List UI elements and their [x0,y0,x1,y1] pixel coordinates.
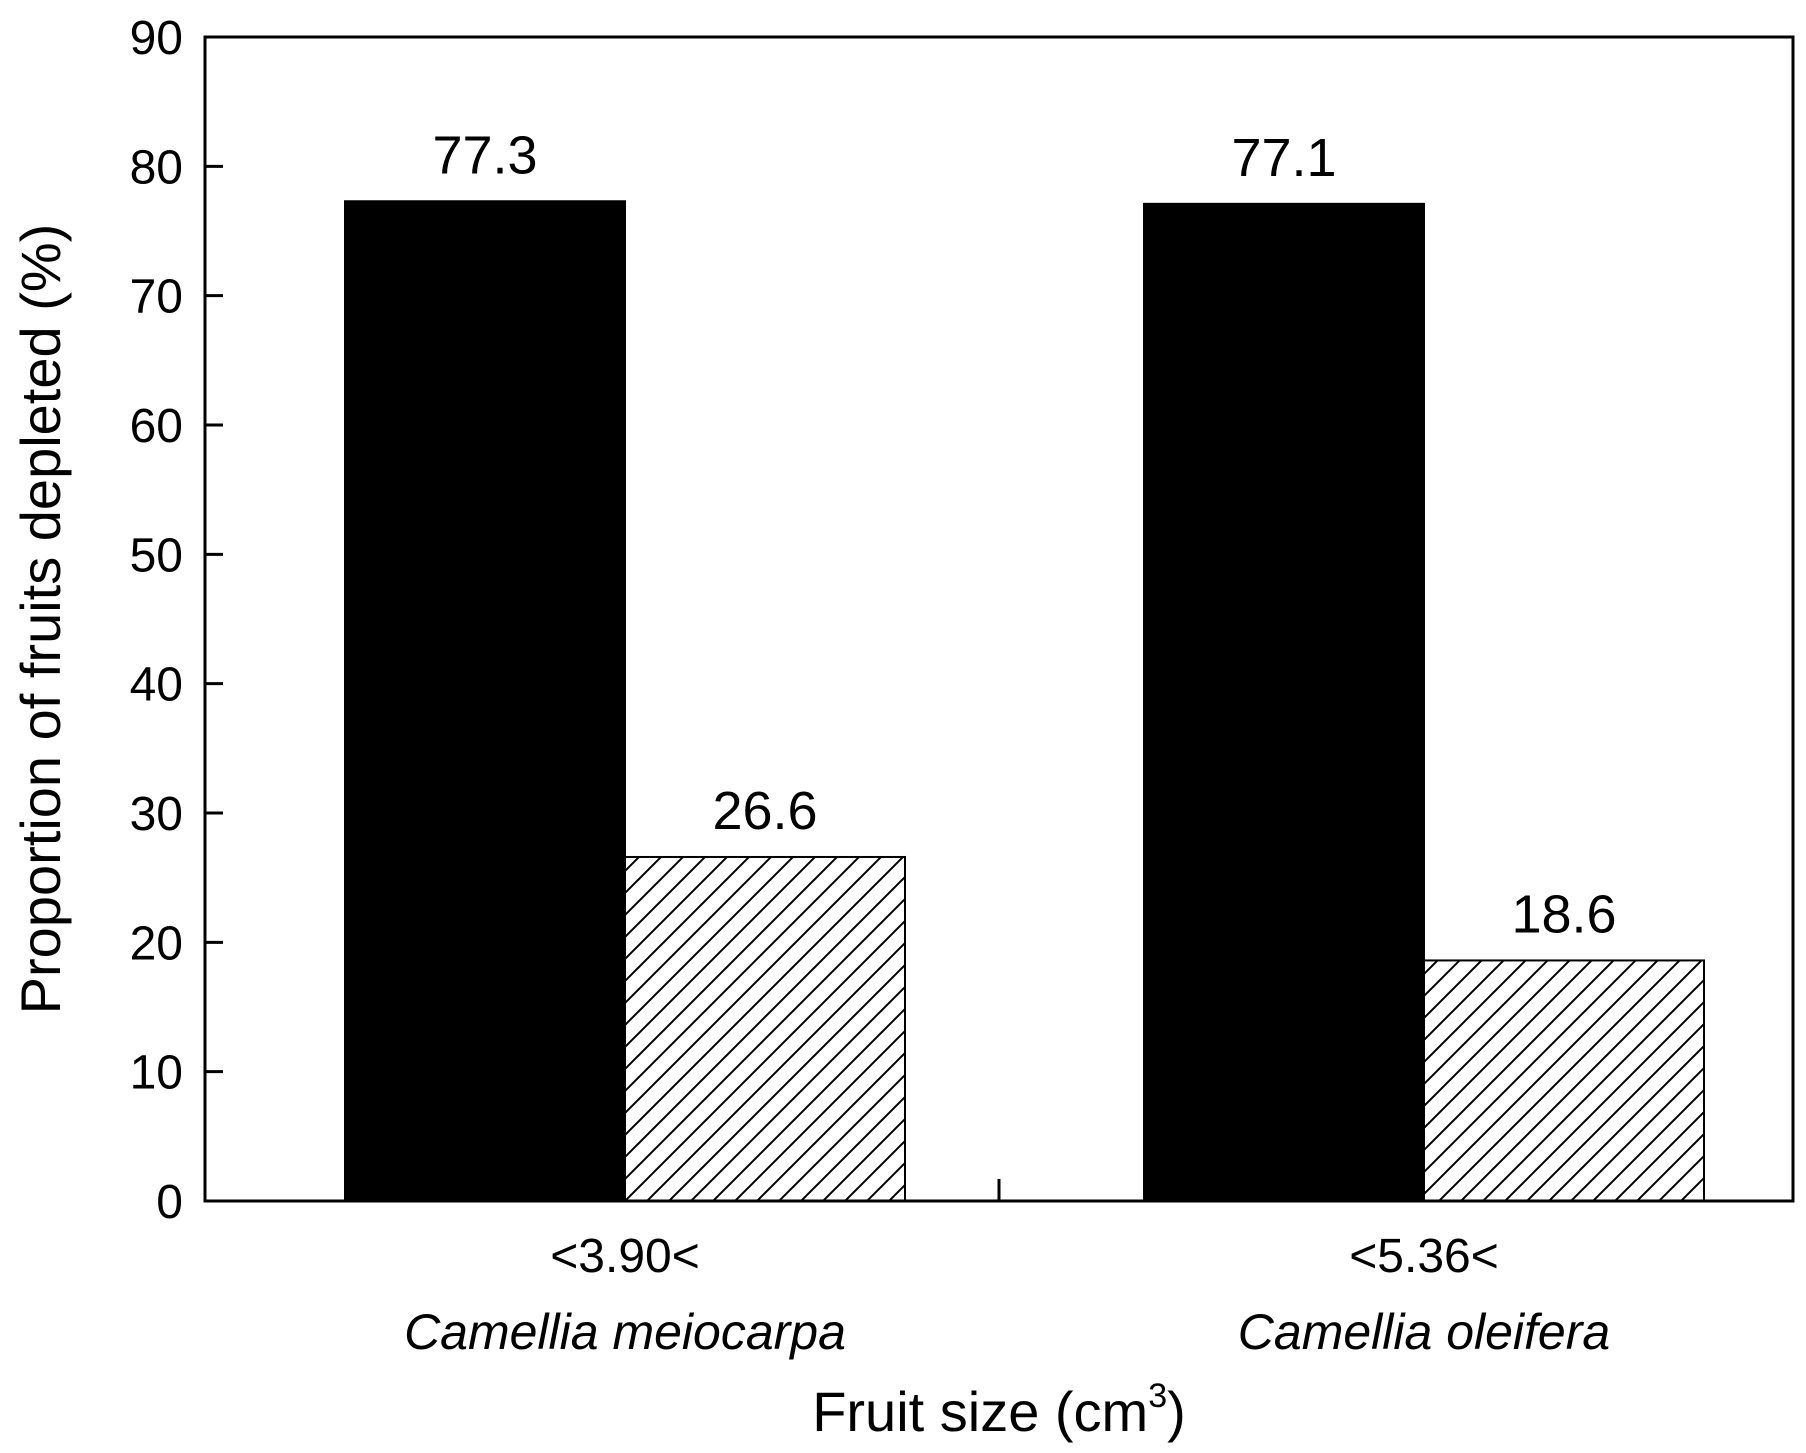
y-tick-label: 90 [130,12,183,65]
bar-hatched [624,855,906,1202]
y-tick-label: 80 [130,141,183,194]
bar-value-label: 77.1 [1231,128,1336,188]
y-tick-label: 40 [130,659,183,712]
bar-hatched [1423,959,1705,1202]
x-category-label: <3.90< [550,1230,699,1283]
x-species-label: Camellia meiocarpa [404,1304,846,1360]
y-tick-label: 60 [130,400,183,453]
bar-value-label: 18.6 [1511,884,1616,944]
y-axis-title: Proportion of fruits depleted (%) [9,224,72,1015]
bar-value-label: 77.3 [432,125,537,185]
y-tick-label: 0 [156,1176,183,1229]
bar-solid [1143,202,1425,1202]
x-category-label: <5.36< [1349,1230,1498,1283]
y-tick-label: 70 [130,271,183,324]
x-axis-title: Fruit size (cm3) [812,1377,1186,1443]
x-species-label: Camellia oleifera [1238,1304,1610,1360]
y-tick-label: 30 [130,788,183,841]
y-tick-label: 10 [130,1047,183,1100]
y-tick-label: 20 [130,917,183,970]
bar-value-label: 26.6 [712,781,817,841]
x-axis-title-superscript: 3 [1148,1377,1167,1415]
x-axis-title-main: Fruit size (cm [812,1380,1148,1443]
x-axis-title-close: ) [1167,1380,1186,1443]
y-tick-label: 50 [130,529,183,582]
bar-solid [344,200,626,1202]
